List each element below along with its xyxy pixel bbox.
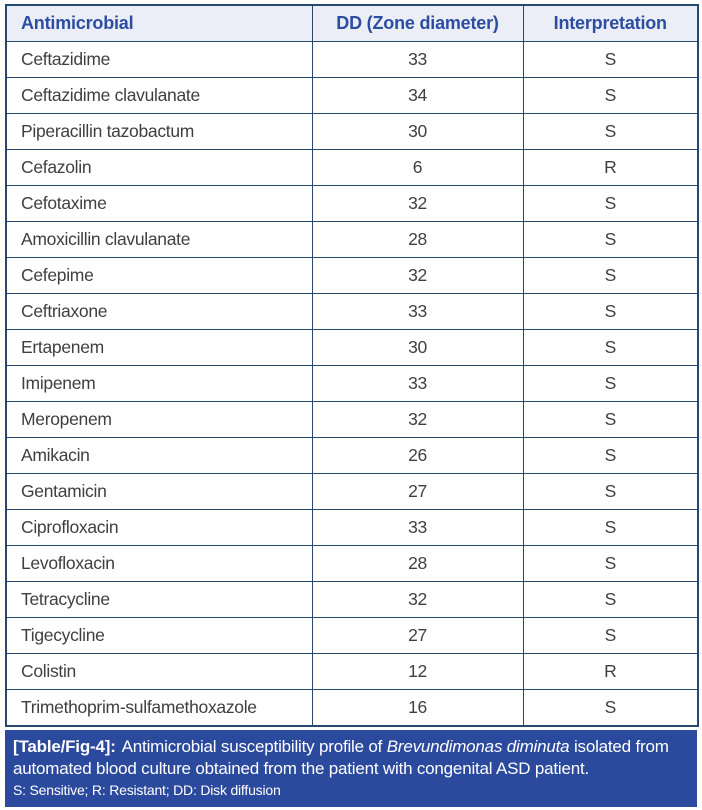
cell-antimicrobial: Cefepime bbox=[5, 257, 313, 294]
cell-interpretation: S bbox=[522, 401, 699, 438]
table-row: Ceftazidime 33 S bbox=[5, 41, 699, 78]
cell-dd-zone-diameter: 30 bbox=[311, 329, 524, 366]
cell-dd-zone-diameter: 30 bbox=[311, 113, 524, 150]
cell-interpretation: S bbox=[522, 221, 699, 258]
cell-dd-zone-diameter: 27 bbox=[311, 617, 524, 654]
column-header-antimicrobial: Antimicrobial bbox=[5, 4, 313, 42]
table-header-row: Antimicrobial DD (Zone diameter) Interpr… bbox=[5, 4, 699, 42]
cell-antimicrobial: Tetracycline bbox=[5, 581, 313, 618]
table-row: Meropenem 32 S bbox=[5, 401, 699, 438]
table-row: Amikacin 26 S bbox=[5, 437, 699, 474]
table-row: Colistin 12 R bbox=[5, 653, 699, 690]
table-row: Trimethoprim-sulfamethoxazole 16 S bbox=[5, 689, 699, 727]
table-row: Ertapenem 30 S bbox=[5, 329, 699, 366]
caption-footnote: S: Sensitive; R: Resistant; DD: Disk dif… bbox=[13, 782, 281, 798]
cell-antimicrobial: Levofloxacin bbox=[5, 545, 313, 582]
cell-interpretation: S bbox=[522, 77, 699, 114]
cell-dd-zone-diameter: 27 bbox=[311, 473, 524, 510]
cell-dd-zone-diameter: 32 bbox=[311, 401, 524, 438]
cell-antimicrobial: Ciprofloxacin bbox=[5, 509, 313, 546]
cell-antimicrobial: Ertapenem bbox=[5, 329, 313, 366]
table-row: Cefazolin 6 R bbox=[5, 149, 699, 186]
cell-antimicrobial: Ceftazidime bbox=[5, 41, 313, 78]
table-row: Tigecycline 27 S bbox=[5, 617, 699, 654]
table-row: Imipenem 33 S bbox=[5, 365, 699, 402]
cell-interpretation: S bbox=[522, 257, 699, 294]
cell-dd-zone-diameter: 34 bbox=[311, 77, 524, 114]
cell-interpretation: S bbox=[522, 293, 699, 330]
table-body: Ceftazidime 33 S Ceftazidime clavulanate 34 S… bbox=[5, 41, 699, 727]
caption-main-text: [Table/Fig-4]: Antimicrobial susceptibili… bbox=[13, 736, 689, 780]
cell-antimicrobial: Ceftazidime clavulanate bbox=[5, 77, 313, 114]
cell-interpretation: S bbox=[522, 41, 699, 78]
table-row: Ceftriaxone 33 S bbox=[5, 293, 699, 330]
cell-dd-zone-diameter: 32 bbox=[311, 185, 524, 222]
cell-interpretation: S bbox=[522, 581, 699, 618]
cell-interpretation: S bbox=[522, 509, 699, 546]
cell-interpretation: S bbox=[522, 473, 699, 510]
column-header-interpretation: Interpretation bbox=[522, 4, 699, 42]
cell-antimicrobial: Gentamicin bbox=[5, 473, 313, 510]
cell-antimicrobial: Amoxicillin clavulanate bbox=[5, 221, 313, 258]
cell-antimicrobial: Amikacin bbox=[5, 437, 313, 474]
cell-dd-zone-diameter: 33 bbox=[311, 41, 524, 78]
table-row: Piperacillin tazobactum 30 S bbox=[5, 113, 699, 150]
cell-antimicrobial: Meropenem bbox=[5, 401, 313, 438]
table-row: Levofloxacin 28 S bbox=[5, 545, 699, 582]
cell-interpretation: S bbox=[522, 185, 699, 222]
caption-text-after-italic: isolated from automated blood culture ob… bbox=[13, 737, 669, 778]
cell-dd-zone-diameter: 33 bbox=[311, 365, 524, 402]
column-header-dd-zone-diameter: DD (Zone diameter) bbox=[311, 4, 524, 42]
cell-antimicrobial: Trimethoprim-sulfamethoxazole bbox=[5, 689, 313, 727]
cell-antimicrobial: Imipenem bbox=[5, 365, 313, 402]
table-row: Ciprofloxacin 33 S bbox=[5, 509, 699, 546]
cell-dd-zone-diameter: 6 bbox=[311, 149, 524, 186]
caption-organism-name: Brevundimonas diminuta bbox=[386, 737, 570, 756]
cell-dd-zone-diameter: 32 bbox=[311, 257, 524, 294]
table-row: Amoxicillin clavulanate 28 S bbox=[5, 221, 699, 258]
cell-dd-zone-diameter: 33 bbox=[311, 509, 524, 546]
cell-dd-zone-diameter: 26 bbox=[311, 437, 524, 474]
cell-antimicrobial: Ceftriaxone bbox=[5, 293, 313, 330]
cell-dd-zone-diameter: 28 bbox=[311, 221, 524, 258]
table-caption: [Table/Fig-4]: Antimicrobial susceptibili… bbox=[5, 730, 697, 807]
susceptibility-table: Antimicrobial DD (Zone diameter) Interpr… bbox=[5, 4, 699, 727]
cell-interpretation: S bbox=[522, 545, 699, 582]
cell-antimicrobial: Tigecycline bbox=[5, 617, 313, 654]
cell-interpretation: R bbox=[522, 653, 699, 690]
cell-dd-zone-diameter: 28 bbox=[311, 545, 524, 582]
cell-antimicrobial: Piperacillin tazobactum bbox=[5, 113, 313, 150]
cell-dd-zone-diameter: 16 bbox=[311, 689, 524, 727]
cell-antimicrobial: Cefazolin bbox=[5, 149, 313, 186]
cell-interpretation: S bbox=[522, 689, 699, 727]
cell-interpretation: S bbox=[522, 437, 699, 474]
cell-interpretation: S bbox=[522, 617, 699, 654]
cell-antimicrobial: Cefotaxime bbox=[5, 185, 313, 222]
cell-antimicrobial: Colistin bbox=[5, 653, 313, 690]
table-row: Cefepime 32 S bbox=[5, 257, 699, 294]
caption-label: [Table/Fig-4]: bbox=[13, 737, 116, 756]
caption-text-before-italic: Antimicrobial susceptibility profile of bbox=[121, 737, 387, 756]
cell-dd-zone-diameter: 33 bbox=[311, 293, 524, 330]
cell-interpretation: R bbox=[522, 149, 699, 186]
table-row: Cefotaxime 32 S bbox=[5, 185, 699, 222]
table-row: Tetracycline 32 S bbox=[5, 581, 699, 618]
cell-interpretation: S bbox=[522, 329, 699, 366]
table-row: Gentamicin 27 S bbox=[5, 473, 699, 510]
table-row: Ceftazidime clavulanate 34 S bbox=[5, 77, 699, 114]
cell-dd-zone-diameter: 12 bbox=[311, 653, 524, 690]
cell-interpretation: S bbox=[522, 365, 699, 402]
cell-dd-zone-diameter: 32 bbox=[311, 581, 524, 618]
cell-interpretation: S bbox=[522, 113, 699, 150]
